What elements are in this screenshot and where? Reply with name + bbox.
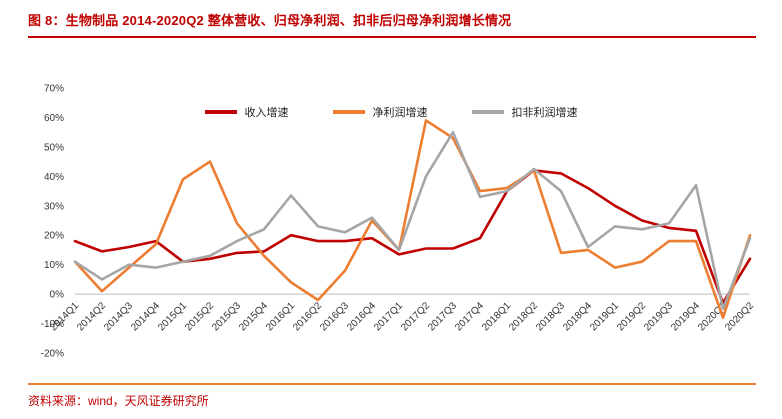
y-tick-label: 70% [44,84,64,95]
y-tick-label: 20% [44,231,64,242]
x-tick-label: 2019Q2 [615,300,648,333]
data-source: 资料来源：wind，天风证券研究所 [28,394,209,408]
x-tick-label: 2015Q4 [237,300,270,333]
growth-line-chart: 70%60%50%40%30%20%10%0%-10%-20%2014Q1201… [41,84,757,360]
figure-title: 图 8：生物制品 2014-2020Q2 整体营收、归母净利润、扣非后归母净利润… [28,13,512,28]
y-tick-label: 10% [44,260,64,271]
x-tick-label: 2016Q3 [318,300,351,333]
non-recurring-profit-growth-line [73,130,752,311]
x-tick-label: 2015Q3 [210,300,243,333]
y-tick-label: 40% [44,172,64,183]
net-profit-growth-line [73,119,752,319]
x-tick-label: 2015Q1 [156,300,189,333]
x-tick-label: 2018Q1 [480,300,513,333]
x-tick-label: 2019Q3 [642,300,675,333]
x-tick-label: 2018Q2 [507,300,540,333]
x-tick-label: 2016Q4 [345,300,378,333]
x-tick-label: 2019Q1 [588,300,621,333]
x-tick-label: 2017Q3 [426,300,459,333]
x-tick-label: 2014Q4 [129,300,162,333]
x-tick-label: 2014Q2 [75,300,108,333]
x-tick-label: 2017Q4 [453,300,486,333]
x-tick-label: 2016Q2 [291,300,324,333]
y-tick-label: 0% [50,290,65,301]
chart-area: 70% 60% 50% 40% 30% 20% 10% 0% -10% -20% 2014Q1 201… [0,64,782,376]
x-tick-label: 2019Q4 [669,300,702,333]
y-tick-label: 60% [44,113,64,124]
x-tick-label: 2014Q3 [102,300,135,333]
figure-header: 图 8：生物制品 2014-2020Q2 整体营收、归母净利润、扣非后归母净利润… [28,10,756,38]
x-tick-label: 2017Q1 [372,300,405,333]
y-tick-label: 30% [44,201,64,212]
x-tick-label: 2015Q2 [183,300,216,333]
x-tick-label: 2018Q3 [534,300,567,333]
title-divider [28,36,756,38]
y-tick-label: 50% [44,142,64,153]
x-tick-label: 2017Q2 [399,300,432,333]
x-tick-label: 2014Q1 [48,300,81,333]
figure-footer: 资料来源：wind，天风证券研究所 [28,383,756,409]
y-tick-label: -20% [41,349,64,360]
footer-divider [28,383,756,385]
x-tick-label: 2018Q4 [561,300,594,333]
y-tick-label: -10% [41,319,64,330]
x-tick-label: 2016Q1 [264,300,297,333]
